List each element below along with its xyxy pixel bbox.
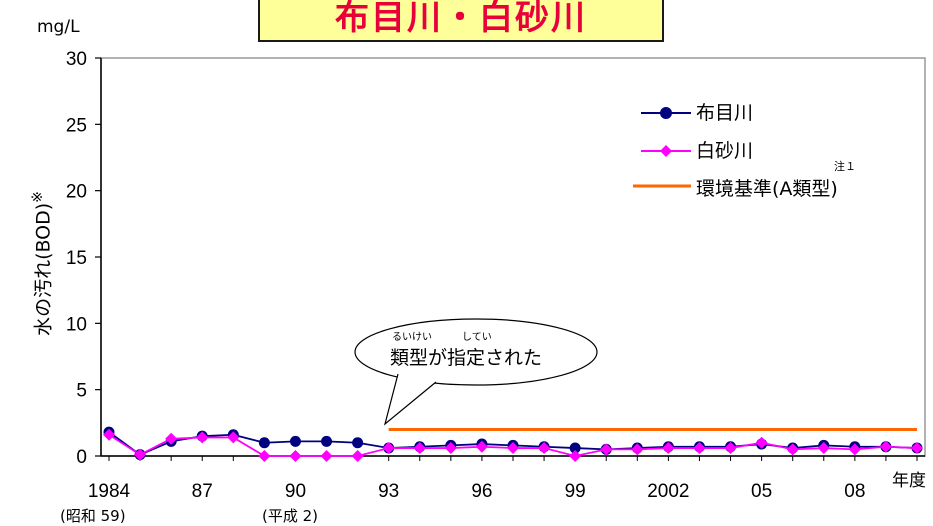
- legend-item-shirasago: 白砂川: [631, 138, 889, 164]
- series-shirasago-point: [413, 442, 426, 455]
- x-tick-label: 08: [844, 481, 865, 502]
- series-shirasago-point: [879, 440, 892, 453]
- series-layer: [103, 426, 923, 462]
- callout-bubble: [354, 318, 598, 426]
- series-nunome-point: [321, 435, 333, 447]
- legend-swatch-standard: [633, 184, 691, 188]
- chart-title: 布目川・白砂川: [335, 0, 587, 38]
- series-shirasago-point: [103, 428, 115, 441]
- x-tick-label: 90: [285, 481, 306, 502]
- y-tick-label: 15: [66, 248, 87, 269]
- series-nunome-point: [569, 442, 581, 454]
- series-shirasago-point: [662, 442, 675, 455]
- series-shirasago-point: [444, 442, 457, 455]
- legend-label-nunome: 布目川: [696, 102, 754, 124]
- y-tick-label: 10: [66, 314, 87, 335]
- series-shirasago-point: [631, 443, 644, 456]
- series-shirasago-point: [724, 442, 737, 455]
- legend-swatch-nunome: [641, 107, 691, 119]
- series-nunome-point: [258, 437, 270, 449]
- series-shirasago-point: [538, 442, 551, 455]
- series-shirasago-point: [196, 431, 209, 444]
- x-tick-label: 1984: [88, 481, 131, 502]
- y-axis-label-mark: ※: [30, 191, 47, 203]
- y-axis-label-text: 水の汚れ(BOD): [32, 202, 55, 336]
- y-ticks: 0 5 10 15 20 25 30: [66, 49, 101, 468]
- callout-ruby-ruikei: るいけい: [392, 332, 432, 343]
- series-shirasago-point: [755, 436, 768, 449]
- series-shirasago-point: [693, 442, 706, 455]
- series-shirasago-point: [165, 432, 178, 445]
- x-tick-label: 2002: [647, 481, 689, 502]
- series-shirasago-point: [475, 440, 488, 453]
- series-shirasago-point: [786, 443, 799, 456]
- series-shirasago-point: [600, 443, 613, 456]
- series-shirasago-point: [911, 442, 923, 455]
- series-nunome-point: [289, 435, 301, 447]
- y-tick-label: 30: [66, 49, 87, 70]
- series-shirasago-point: [848, 443, 861, 456]
- y-unit-label: mg/L: [37, 17, 80, 37]
- legend-item-standard: 環境基準(A類型): [631, 176, 889, 202]
- x-tick-label: 93: [378, 481, 399, 502]
- era-label-heisei: (平成 2): [262, 507, 319, 525]
- series-shirasago-point: [351, 450, 364, 462]
- legend-label-standard: 環境基準(A類型): [696, 178, 838, 200]
- series-shirasago-point: [227, 431, 240, 444]
- series-shirasago-point: [134, 448, 147, 461]
- chart-title-box: 布目川・白砂川: [258, 0, 664, 42]
- x-unit-label: 年度: [892, 471, 926, 491]
- callout-ruby-shitei: してい: [462, 332, 492, 343]
- x-tick-label: 05: [751, 481, 772, 502]
- series-shirasago-point: [289, 450, 302, 462]
- legend-label-shirasago: 白砂川: [696, 140, 754, 162]
- y-tick-label: 0: [76, 447, 87, 468]
- series-shirasago-point: [320, 450, 333, 462]
- x-tick-label: 96: [471, 481, 492, 502]
- legend-item-nunome: 布目川: [631, 100, 889, 126]
- series-shirasago-point: [569, 450, 582, 462]
- series-shirasago-point: [817, 442, 830, 455]
- x-tick-label: 87: [192, 481, 213, 502]
- y-axis-label: 水の汚れ(BOD)※: [29, 164, 56, 364]
- y-tick-label: 5: [76, 381, 87, 402]
- series-shirasago-point: [507, 442, 519, 455]
- series-nunome-point: [352, 437, 364, 449]
- callout-text: 類型が指定された: [390, 347, 543, 369]
- series-shirasago-point: [382, 442, 395, 455]
- legend-swatch-shirasago: [641, 145, 691, 157]
- series-shirasago-point: [258, 450, 271, 462]
- y-tick-label: 25: [66, 115, 87, 136]
- era-label-showa: (昭和 59): [60, 507, 126, 525]
- x-tick-label: 99: [565, 481, 586, 502]
- legend: 布目川 白砂川 環境基準(A類型) 注１: [631, 86, 889, 206]
- legend-note: 注１: [834, 160, 856, 173]
- y-tick-label: 20: [66, 182, 87, 203]
- x-ticks: 1984 87 90 93 96 99 2002 05 08: [88, 456, 918, 502]
